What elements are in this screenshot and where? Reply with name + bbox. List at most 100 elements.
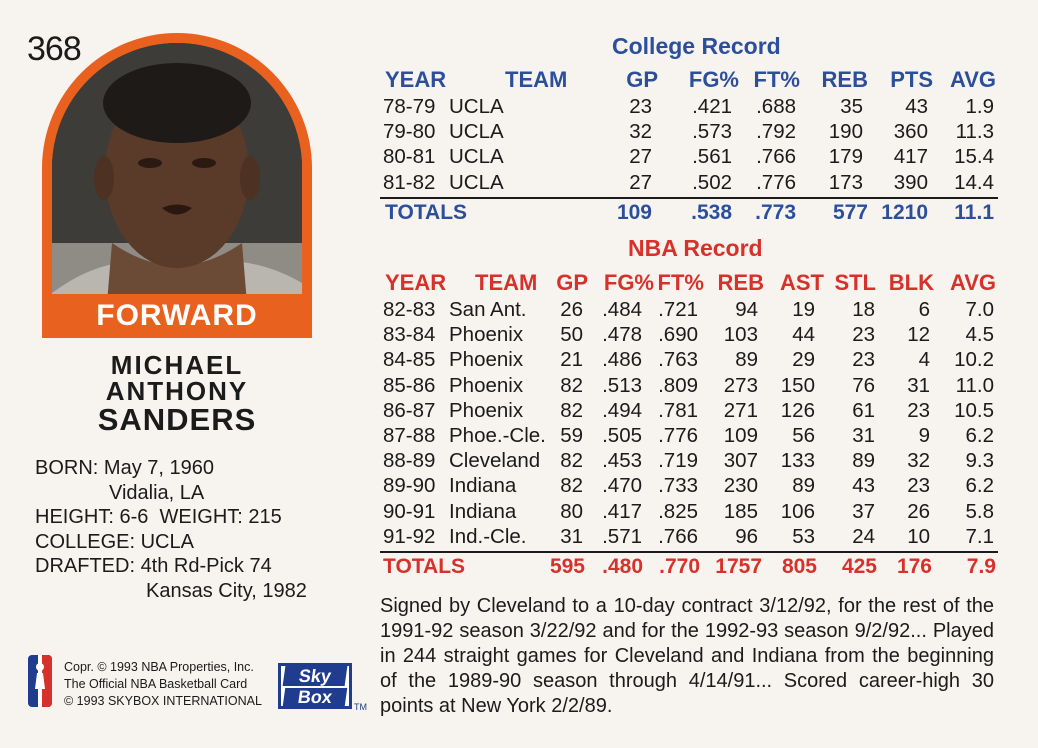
totals-cell: 7.9	[966, 554, 996, 578]
born-label: BORN:	[35, 457, 99, 479]
bio-born-row: BORN: May 7, 1960	[35, 456, 355, 481]
table-cell: 29	[792, 348, 815, 372]
table-cell: 43	[905, 95, 928, 118]
table-row: 79-80 UCLA 32 .573 .792 190 360 11.3	[380, 120, 998, 145]
table-cell: 82	[560, 373, 583, 397]
table-row: 78-79 UCLA 23 .421 .688 35 43 1.9	[380, 95, 998, 120]
table-cell: 32	[907, 449, 930, 473]
player-first-name: MICHAEL	[110, 350, 244, 380]
table-cell: .421	[692, 95, 732, 118]
table-cell: .776	[658, 423, 698, 447]
drafted-value: 4th Rd-Pick 74	[140, 555, 272, 578]
table-cell: 271	[723, 398, 758, 422]
totals-row: TOTALS 109 .538 .773 577 1210 11.1	[380, 201, 998, 231]
table-cell: 4	[918, 348, 930, 372]
table-cell: 96	[735, 524, 758, 548]
table-cell: 4.5	[965, 323, 995, 347]
nba-record-table: YEAR TEAM GP FG% FT% REB AST STL BLK AVG 82-83 San …	[380, 270, 998, 585]
table-cell: 11.3	[955, 120, 994, 144]
bio-born-place-row: Vidalia, LA	[35, 481, 355, 506]
table-cell: .733	[658, 474, 698, 498]
totals-cell: 577	[832, 200, 868, 224]
table-cell: 10.2	[954, 348, 994, 372]
table-cell: .688	[756, 95, 796, 118]
column-header: GP	[626, 67, 658, 92]
table-cell: 37	[852, 499, 875, 523]
college-record-title: College Record	[612, 33, 781, 59]
nba-logo-icon	[28, 655, 52, 707]
totals-cell: TOTALS	[385, 200, 468, 224]
table-cell: 15.4	[954, 145, 994, 169]
table-cell: Phoenix	[449, 348, 524, 372]
table-cell: .470	[602, 474, 642, 498]
skybox-logo-bottom: Box	[282, 687, 348, 707]
table-cell: 6	[918, 298, 930, 321]
table-cell: 53	[792, 524, 815, 548]
table-cell: 23	[907, 474, 930, 498]
table-cell: 86-87	[383, 398, 436, 422]
table-cell: Cleveland	[449, 449, 541, 473]
table-cell: 91-92	[383, 524, 436, 548]
table-cell: 43	[852, 474, 875, 498]
table-cell: 390	[893, 170, 928, 194]
table-cell: 150	[780, 373, 815, 397]
table-cell: .561	[692, 145, 732, 169]
table-cell: 44	[792, 323, 815, 347]
column-header: AST	[780, 270, 824, 295]
table-cell: 190	[828, 120, 863, 144]
totals-cell: .773	[755, 200, 796, 224]
column-header: PTS	[890, 67, 933, 92]
table-cell: .417	[602, 499, 642, 523]
table-row: 83-84 Phoenix 50 .478 .690 103 44 23 12 4.5	[380, 323, 998, 348]
table-cell: UCLA	[449, 120, 504, 144]
weight-value: 215	[248, 506, 282, 529]
weight-label: WEIGHT:	[159, 506, 243, 529]
table-cell: 94	[735, 298, 758, 321]
table-cell: .809	[658, 373, 698, 397]
legal-line-1: Copr. © 1993 NBA Properties, Inc.	[64, 660, 254, 674]
table-cell: .825	[658, 499, 698, 523]
table-cell: 80	[560, 499, 583, 523]
totals-cell: .538	[691, 200, 732, 224]
skybox-logo: Sky Box TM	[278, 663, 367, 712]
player-bio: BORN: May 7, 1960 Vidalia, LA HEIGHT: 6-…	[35, 456, 355, 604]
table-cell: .513	[602, 373, 642, 397]
table-row: 88-89 Cleveland 82 .453 .719 307 133 89 32 9.3	[380, 449, 998, 474]
table-cell: 230	[723, 474, 758, 498]
table-cell: .494	[602, 398, 642, 422]
drafted-team: Kansas City, 1982	[146, 579, 307, 602]
table-cell: 103	[723, 323, 758, 347]
table-cell: 19	[792, 298, 815, 321]
totals-cell: .770	[659, 554, 700, 578]
table-cell: .766	[756, 145, 796, 169]
table-cell: 90-91	[383, 499, 436, 523]
column-header: YEAR	[385, 67, 447, 92]
table-cell: 10	[907, 524, 930, 548]
height-label: HEIGHT:	[35, 506, 114, 529]
table-cell: 31	[560, 524, 583, 548]
table-cell: .766	[658, 524, 698, 548]
table-cell: .781	[658, 398, 698, 422]
table-cell: .719	[658, 449, 698, 473]
column-header: FG%	[603, 270, 654, 295]
table-cell: Phoe.-Cle.	[449, 423, 546, 447]
table-cell: 56	[792, 423, 815, 447]
totals-cell: 595	[549, 554, 585, 578]
college-label: COLLEGE:	[35, 530, 136, 553]
table-cell: Ind.-Cle.	[449, 524, 527, 548]
column-header: YEAR	[385, 270, 447, 295]
player-last-name: SANDERS	[97, 402, 257, 437]
table-cell: .453	[602, 449, 642, 473]
column-header: REB	[821, 67, 868, 92]
table-cell: .486	[602, 348, 642, 372]
totals-cell: 11.1	[954, 200, 994, 224]
table-cell: .763	[658, 348, 698, 372]
column-header: AVG	[949, 270, 996, 295]
player-portrait-frame	[42, 33, 312, 338]
table-cell: 83-84	[383, 323, 436, 347]
table-cell: .776	[756, 170, 796, 194]
table-cell: 82	[560, 449, 583, 473]
table-cell: 26	[907, 499, 930, 523]
table-cell: San Ant.	[449, 298, 527, 321]
table-cell: 14.4	[954, 170, 994, 194]
